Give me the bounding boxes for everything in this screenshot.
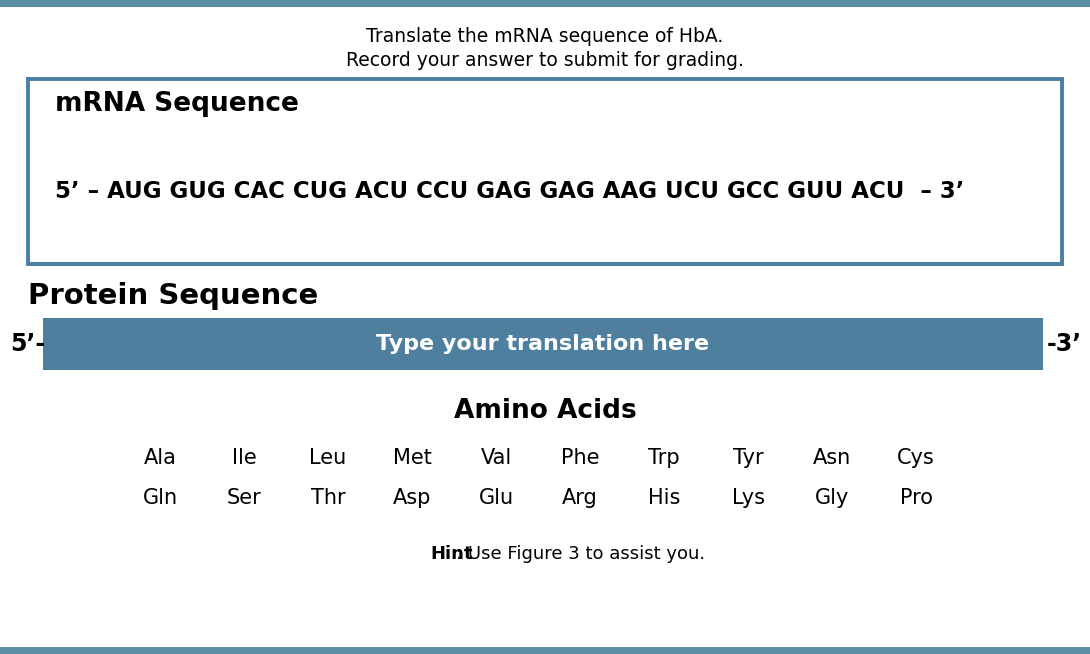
Text: Ala: Ala — [144, 448, 177, 468]
Text: Hint: Hint — [429, 545, 472, 563]
Bar — [28, 79, 1062, 264]
Bar — [0, 647, 1090, 654]
Text: Glu: Glu — [479, 488, 513, 508]
Bar — [0, 0, 1090, 7]
Text: Cys: Cys — [897, 448, 935, 468]
Bar — [43, 318, 1043, 370]
Text: Gly: Gly — [815, 488, 849, 508]
Text: Asn: Asn — [813, 448, 851, 468]
Text: Val: Val — [481, 448, 511, 468]
Text: Asp: Asp — [392, 488, 432, 508]
Text: -3’: -3’ — [1046, 332, 1082, 356]
Text: 5’-: 5’- — [10, 332, 45, 356]
Text: Leu: Leu — [310, 448, 347, 468]
Text: Record your answer to submit for grading.: Record your answer to submit for grading… — [346, 52, 744, 71]
Text: Ile: Ile — [232, 448, 256, 468]
Text: Arg: Arg — [562, 488, 598, 508]
Text: 5’ – AUG GUG CAC CUG ACU CCU GAG GAG AAG UCU GCC GUU ACU  – 3’: 5’ – AUG GUG CAC CUG ACU CCU GAG GAG AAG… — [54, 181, 965, 203]
Text: Type your translation here: Type your translation here — [376, 334, 710, 354]
Text: Protein Sequence: Protein Sequence — [28, 282, 318, 310]
Text: mRNA Sequence: mRNA Sequence — [54, 91, 299, 117]
Text: Trp: Trp — [649, 448, 680, 468]
Text: Translate the mRNA sequence of HbA.: Translate the mRNA sequence of HbA. — [366, 27, 724, 46]
Text: Lys: Lys — [731, 488, 764, 508]
Text: Amino Acids: Amino Acids — [453, 398, 637, 424]
Text: Tyr: Tyr — [732, 448, 763, 468]
Text: His: His — [647, 488, 680, 508]
Text: Phe: Phe — [560, 448, 600, 468]
Text: Thr: Thr — [311, 488, 346, 508]
Text: : Use Figure 3 to assist you.: : Use Figure 3 to assist you. — [456, 545, 705, 563]
Text: Ser: Ser — [227, 488, 262, 508]
Text: Gln: Gln — [143, 488, 178, 508]
Text: Pro: Pro — [899, 488, 933, 508]
Text: Met: Met — [392, 448, 432, 468]
